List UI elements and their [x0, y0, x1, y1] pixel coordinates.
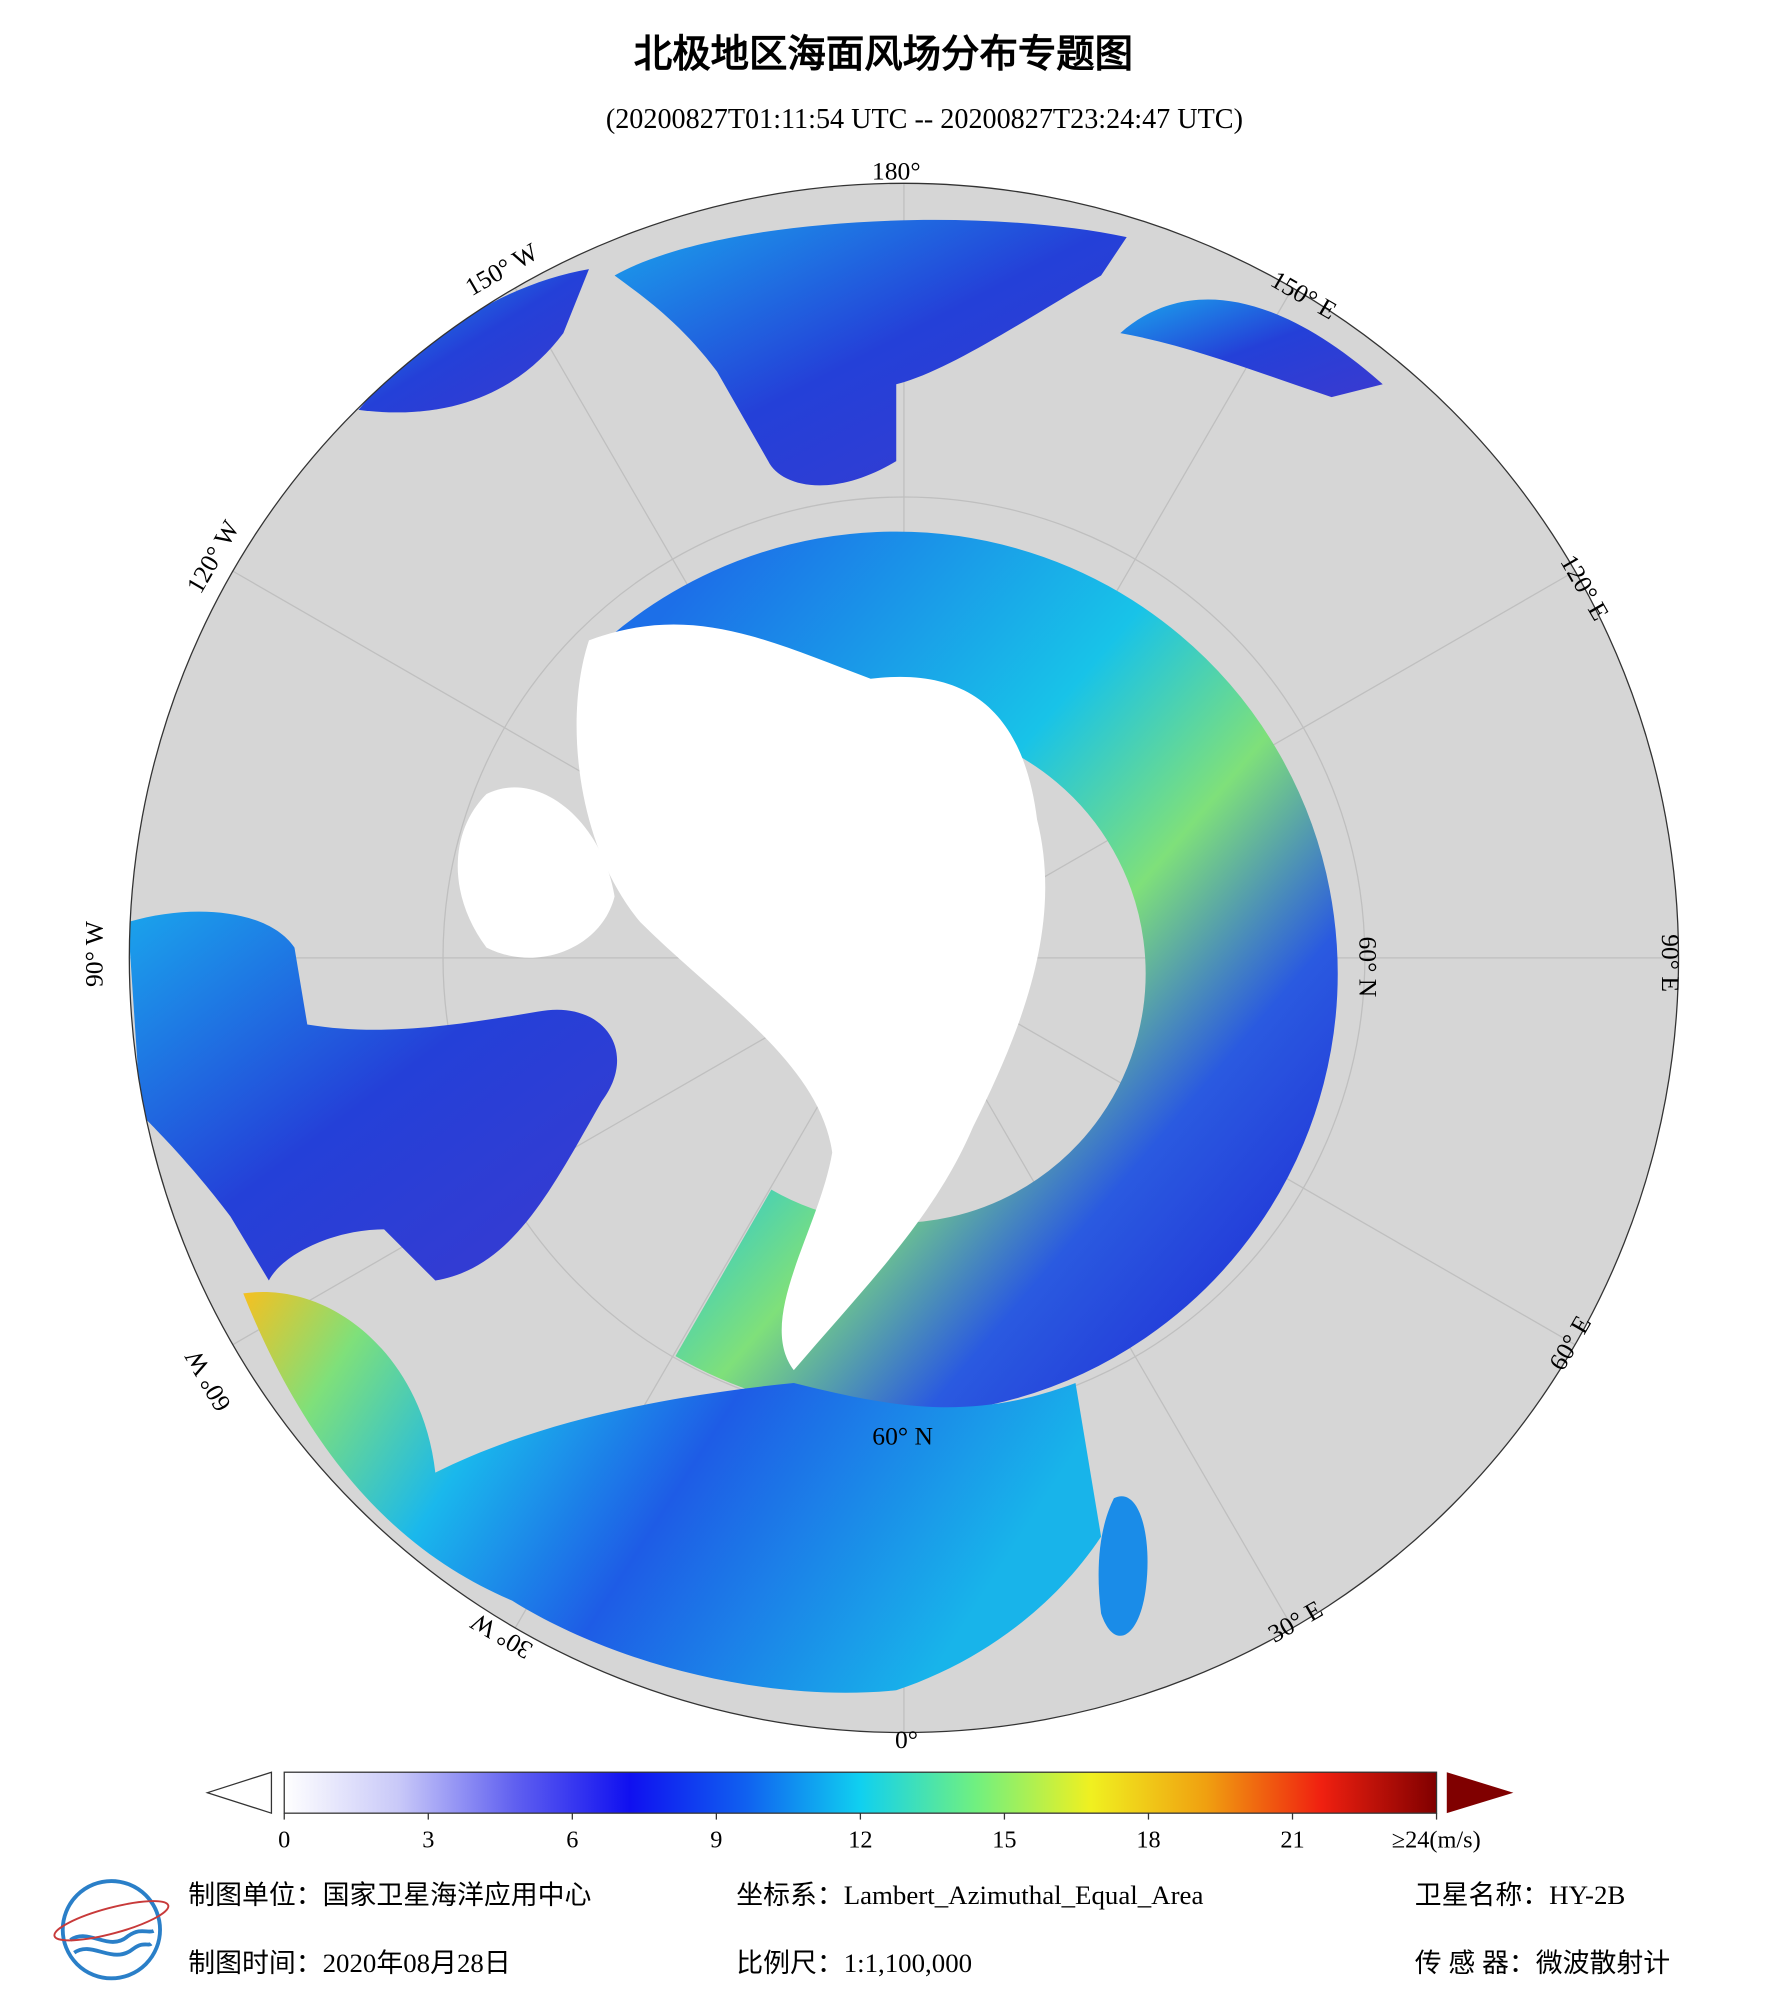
footer-text: 传 感 器：微波散射计 — [1415, 1948, 1670, 1978]
map-border — [128, 182, 1680, 1734]
parallel-label: 60° N — [872, 1421, 933, 1450]
map-disk — [129, 183, 1679, 1733]
meridian-label: 0° — [895, 1725, 918, 1754]
colorbar-tick-label: 12 — [848, 1827, 872, 1854]
sea-gulf-alaska — [358, 269, 589, 413]
footer-text: 制图单位：国家卫星海洋应用中心 — [188, 1880, 591, 1910]
parallel-label: 60° N — [1354, 937, 1383, 998]
meridian-label: 180° — [872, 156, 921, 185]
meridian-label: 60° W — [178, 1344, 236, 1416]
footer-text: 卫星名称：HY-2B — [1415, 1880, 1626, 1910]
footer-text: 坐标系：Lambert_Azimuthal_Equal_Area — [736, 1880, 1203, 1910]
footer-text: 制图时间：2020年08月28日 — [188, 1948, 511, 1978]
meridian-label: 90° W — [79, 920, 108, 987]
footer: 制图单位：国家卫星海洋应用中心 坐标系：Lambert_Azimuthal_Eq… — [188, 1880, 1670, 1978]
colorbar: 0 3 6 9 12 15 18 21 ≥24(m/s) — [205, 1771, 1514, 1854]
logo — [53, 1879, 170, 1981]
sea-baltic — [1098, 1496, 1148, 1636]
sea-ice-archipelago — [457, 787, 615, 958]
colorbar-tick-label: 6 — [566, 1827, 578, 1854]
footer-text: 比例尺：1:1,100,000 — [736, 1948, 972, 1978]
meridian-label: 90° E — [1656, 934, 1685, 992]
colorbar-tick-label: 9 — [710, 1827, 722, 1854]
map-title: 北极地区海面风场分布专题图 — [634, 32, 1133, 77]
colorbar-tick-label: 18 — [1136, 1827, 1160, 1854]
colorbar-over — [1446, 1772, 1514, 1814]
sea-hudson-baffin — [129, 911, 618, 1281]
colorbar-under — [205, 1771, 273, 1815]
colorbar-tick-label: 0 — [278, 1827, 290, 1854]
map-subtitle: (20200827T01:11:54 UTC -- 20200827T23:24… — [606, 104, 1243, 135]
sea-atlantic — [243, 1291, 1102, 1693]
colorbar-ramp — [283, 1771, 1438, 1814]
colorbar-tick-label: 21 — [1280, 1827, 1304, 1854]
sea-arctic-ring — [583, 531, 1338, 1416]
colorbar-tick-label: 3 — [422, 1827, 434, 1854]
colorbar-tick-label: ≥24(m/s) — [1392, 1827, 1481, 1854]
sea-okhotsk — [1120, 299, 1383, 398]
sea-ice — [576, 624, 1046, 1371]
colorbar-tick-label: 15 — [992, 1827, 1016, 1854]
sea-bering — [614, 219, 1127, 486]
